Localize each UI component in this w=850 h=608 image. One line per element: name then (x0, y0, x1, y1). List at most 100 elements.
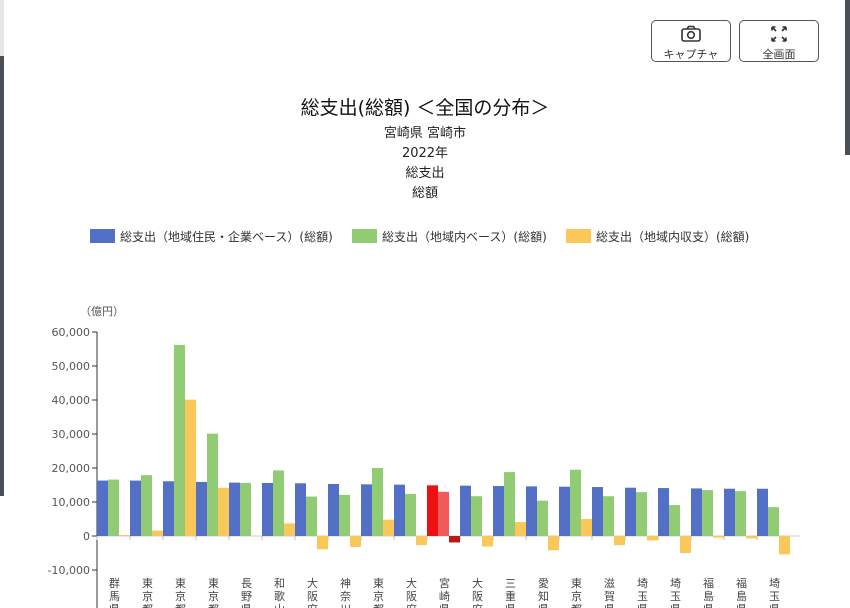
bar[interactable] (636, 492, 647, 536)
bar[interactable] (350, 536, 361, 547)
bar[interactable] (482, 536, 493, 547)
x-category-label: 群馬県 (109, 576, 120, 608)
bar[interactable] (119, 534, 130, 536)
bar[interactable] (471, 496, 482, 536)
y-unit-label: （億円） (80, 305, 124, 318)
left-scroll-edge (0, 56, 4, 496)
legend-item-regional-balance[interactable]: 総支出（地域内収支）(総額) (566, 228, 749, 244)
bar[interactable] (449, 536, 460, 543)
subtitle-year: 2022年 (401, 146, 449, 161)
bar[interactable] (460, 485, 471, 536)
bar[interactable] (625, 487, 636, 536)
chart-legend: 総支出（地域住民・企業ベース）(総額) 総支出（地域内ベース）(総額) 総支出（… (0, 228, 850, 246)
bar[interactable] (614, 536, 625, 546)
bar[interactable] (779, 536, 790, 555)
bar[interactable] (97, 480, 108, 536)
bar[interactable] (658, 488, 669, 536)
bar[interactable] (251, 536, 262, 537)
legend-swatch (90, 229, 115, 243)
bar[interactable] (306, 496, 317, 536)
y-tick-label: 20,000 (52, 462, 91, 475)
bar[interactable] (724, 488, 735, 536)
legend-item-resident-base[interactable]: 総支出（地域住民・企業ベース）(総額) (90, 228, 333, 244)
bar[interactable] (537, 500, 548, 536)
bar[interactable] (570, 469, 581, 536)
bar[interactable] (328, 483, 339, 536)
y-tick-label: 40,000 (52, 394, 91, 407)
bar[interactable] (405, 493, 416, 536)
x-category-label: 東京都 (142, 577, 153, 608)
bar[interactable] (680, 536, 691, 553)
bar[interactable] (372, 468, 383, 536)
x-category-label: 東京都 (571, 577, 582, 608)
bar[interactable] (295, 483, 306, 536)
bar[interactable] (130, 480, 141, 536)
x-category-label: 宮崎県 (439, 576, 450, 608)
bar[interactable] (592, 487, 603, 536)
fullscreen-button[interactable]: 全画面 (739, 20, 819, 62)
expand-icon (771, 26, 787, 42)
x-category-label: 福島県 (703, 576, 714, 608)
x-category-label: 東京都 (373, 577, 384, 608)
bar[interactable] (493, 486, 504, 536)
bar[interactable] (504, 472, 515, 536)
bar[interactable] (559, 486, 570, 536)
subtitle-indicator: 総支出 (405, 166, 445, 181)
y-tick-label: 0 (83, 530, 90, 543)
bar[interactable] (735, 491, 746, 536)
bar[interactable] (603, 496, 614, 536)
bar[interactable] (394, 484, 405, 536)
x-category-label: 神奈川 (340, 576, 351, 608)
x-category-label: 愛知県 (538, 577, 549, 608)
chart-title: 総支出(総額) ＜全国の分布＞ (300, 97, 550, 119)
bar[interactable] (581, 519, 592, 536)
bar[interactable] (163, 481, 174, 536)
bar[interactable] (284, 523, 295, 536)
bar[interactable] (515, 522, 526, 536)
bar[interactable] (174, 344, 185, 536)
subtitle-measure: 総額 (411, 186, 438, 201)
bar[interactable] (196, 481, 207, 536)
bar[interactable] (185, 399, 196, 536)
bar[interactable] (702, 490, 713, 536)
bar[interactable] (339, 494, 350, 536)
legend-item-regional-base[interactable]: 総支出（地域内ベース）(総額) (352, 228, 547, 244)
bar[interactable] (746, 536, 757, 539)
bar[interactable] (361, 484, 372, 536)
bar[interactable] (108, 479, 119, 536)
bar[interactable] (317, 536, 328, 550)
bar[interactable] (229, 482, 240, 536)
bar[interactable] (218, 487, 229, 536)
legend-label: 総支出（地域内収支）(総額) (596, 230, 750, 244)
bar[interactable] (262, 482, 273, 536)
bar[interactable] (647, 536, 658, 541)
y-tick-label: -10,000 (48, 564, 90, 577)
legend-swatch (566, 229, 591, 243)
capture-button[interactable]: キャプチャ (651, 20, 731, 62)
y-tick-label: 60,000 (52, 326, 91, 339)
x-category-label: 滋賀県 (604, 577, 615, 608)
bar[interactable] (691, 488, 702, 536)
bar[interactable] (438, 491, 449, 536)
y-tick-label: 50,000 (52, 360, 91, 373)
bar[interactable] (713, 536, 724, 538)
bar[interactable] (273, 470, 284, 536)
bar[interactable] (416, 536, 427, 546)
x-category-label: 福島県 (736, 576, 747, 608)
bar[interactable] (240, 482, 251, 536)
x-category-label: 大阪府 (406, 576, 417, 608)
bar[interactable] (207, 433, 218, 536)
bar[interactable] (427, 485, 438, 536)
subtitle-region: 宮崎県 宮崎市 (383, 126, 467, 141)
bar[interactable] (548, 536, 559, 551)
y-tick-label: 30,000 (52, 428, 91, 441)
bar[interactable] (152, 530, 163, 536)
bar[interactable] (526, 486, 537, 536)
bar[interactable] (141, 475, 152, 536)
bar[interactable] (757, 488, 768, 536)
bar[interactable] (669, 505, 680, 536)
right-scrollbar[interactable] (845, 0, 850, 155)
bar[interactable] (383, 519, 394, 536)
camera-icon (681, 25, 701, 42)
bar[interactable] (768, 507, 779, 536)
